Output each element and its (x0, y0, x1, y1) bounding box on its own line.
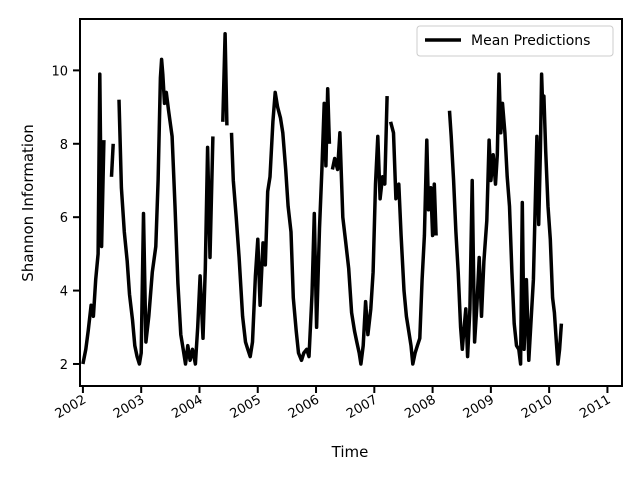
series-line-segment (109, 143, 115, 177)
series-line-segment (221, 31, 229, 126)
legend-box (416, 25, 614, 57)
y-tick-label: 10 (51, 64, 68, 79)
series-layer (81, 31, 564, 366)
y-axis: 2 4 6 8 10 (51, 64, 80, 373)
x-axis-label: Time (331, 443, 369, 461)
series-line-segment (330, 96, 389, 366)
legend-label: Mean Predictions (471, 33, 590, 49)
legend: Mean Predictions (416, 25, 614, 57)
series-line-segment (81, 72, 106, 365)
series-line-segment (388, 121, 438, 366)
y-tick-label: 8 (60, 138, 68, 153)
y-tick-label: 2 (60, 358, 68, 373)
y-tick-label: 4 (60, 285, 68, 300)
series-line-segment (117, 57, 215, 366)
series-line-segment (447, 72, 564, 366)
y-axis-label: Shannon Information (19, 124, 37, 282)
plot-frame (79, 18, 623, 387)
series-line-segment (229, 86, 332, 363)
y-tick-label: 6 (60, 211, 68, 226)
